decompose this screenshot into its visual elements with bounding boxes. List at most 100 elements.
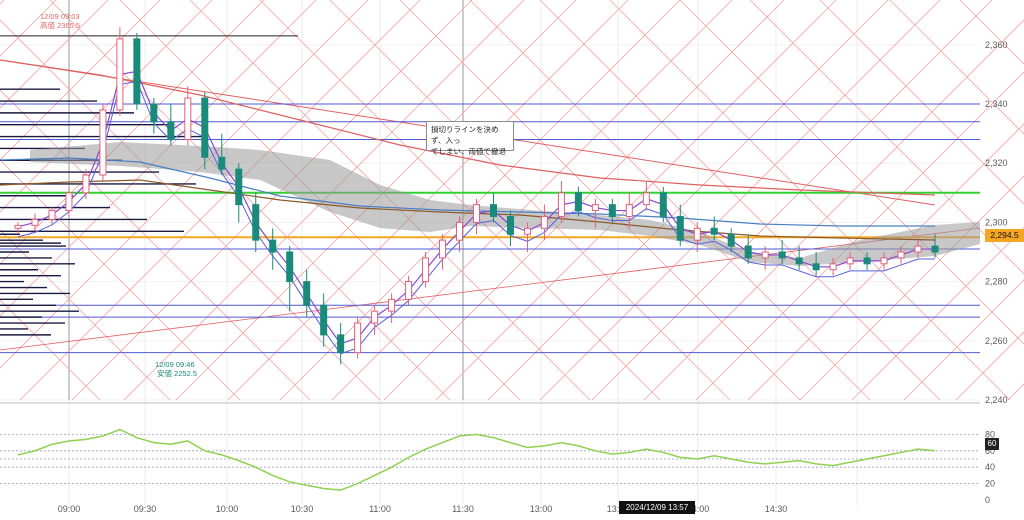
candle-body (914, 245, 922, 253)
high-time-label: 12/09 09:03 (40, 12, 80, 21)
candle-body (473, 204, 480, 223)
fan-line-up (0, 0, 109, 109)
low-time-label: 12/09 09:46 (155, 360, 195, 369)
candle-body (303, 281, 311, 306)
candle-body (795, 257, 803, 265)
time-tick-label: 14:30 (765, 504, 788, 514)
rsi-tick-label: 0 (985, 495, 990, 505)
candle-body (540, 215, 548, 229)
trade-note-line2: てしまい、両値で撤退 (431, 147, 506, 156)
candle-body (710, 227, 718, 235)
high-value-label: 高値 2365.5 (40, 20, 80, 30)
candle-body (744, 245, 752, 259)
candle-body (422, 257, 430, 283)
fan-line-up (0, 0, 265, 265)
time-tick-label: 13:00 (530, 504, 553, 514)
fan-line-down (469, 0, 871, 401)
crosshair-time-tag: 2024/12/09 13:57 (619, 501, 695, 514)
fan-line-up (383, 0, 785, 401)
fan-line-down (539, 0, 941, 401)
price-tick-label: 2,360 (985, 40, 1008, 50)
candle-body (608, 204, 616, 217)
fan-line-up (487, 0, 889, 401)
candle-body (574, 192, 582, 212)
current-price-tag: 2,294.5 (985, 229, 1024, 242)
candle-body (439, 239, 447, 259)
time-tick-label: 09:30 (134, 504, 157, 514)
candle-body (218, 156, 226, 170)
ma-trend (0, 59, 936, 196)
cloud-area (30, 142, 980, 266)
candle-body (31, 218, 39, 226)
time-tick-label: 09:00 (58, 504, 81, 514)
fan-line-up (19, 0, 421, 401)
fan-line-up (799, 175, 1024, 401)
fan-line-up (695, 71, 1024, 401)
fan-line-up (903, 279, 1024, 401)
candle-body (761, 251, 769, 259)
candle-body (846, 257, 854, 265)
fan-line-up (643, 19, 1024, 401)
price-tick-label: 2,260 (985, 336, 1008, 346)
candle-body (116, 38, 124, 111)
candle-body (676, 215, 684, 241)
time-tick-label: 11:30 (452, 504, 474, 514)
fan-line-down (0, 89, 311, 401)
rsi-tick-label: 20 (985, 479, 995, 489)
candle-body (201, 97, 209, 158)
candle-body (150, 103, 158, 123)
time-tick-label: 11:00 (369, 504, 391, 514)
fibonacci-fan-lines (0, 0, 1024, 401)
price-tick-label: 2,280 (985, 277, 1008, 287)
candle-body (99, 109, 107, 176)
candle-body (506, 215, 514, 235)
candle-body (693, 227, 701, 241)
candle-body (829, 263, 837, 271)
rsi-current-tag: 60 (985, 438, 999, 450)
fan-line-up (747, 123, 1024, 401)
ma-mid (0, 157, 935, 227)
candle-body (371, 310, 379, 324)
fan-line-up (71, 0, 473, 401)
candle-body (167, 121, 175, 141)
time-tick-label: 10:00 (216, 504, 239, 514)
price-tick-label: 2,300 (985, 217, 1008, 227)
trade-note[interactable]: 損切りラインを決めず、入っ てしまい、両値で撤退 (426, 121, 514, 156)
rsi-panel (0, 428, 980, 491)
candle-body (727, 233, 735, 247)
candle-body (931, 245, 939, 253)
fan-line-up (279, 0, 681, 401)
axes: 2,3602,3402,3202,3002,2802,2602,24080604… (58, 40, 1008, 514)
candle-body (659, 192, 667, 217)
fan-line-down (0, 159, 241, 401)
time-tick-label: 13:30 (607, 504, 630, 514)
fan-line-down (889, 0, 1024, 135)
fan-line-up (591, 0, 993, 401)
candle-body (320, 304, 328, 336)
candle-body (235, 168, 243, 206)
candle-body (184, 97, 192, 141)
candle-body (880, 257, 888, 265)
fan-line-down (749, 0, 1024, 275)
rsi-tick-label: 40 (985, 462, 995, 472)
candle-body (778, 251, 786, 259)
fan-line-up (331, 0, 733, 401)
candle-body (252, 204, 260, 241)
ichimoku-cloud (30, 142, 980, 266)
candle-body (286, 251, 294, 283)
rsi-line (17, 428, 936, 491)
fan-line-down (399, 0, 801, 401)
candle-body (337, 334, 345, 354)
fan-line-down (259, 0, 661, 401)
candlesticks (14, 27, 939, 365)
candle-body (405, 281, 413, 300)
candle-body (456, 221, 464, 241)
fan-line-up (0, 0, 317, 317)
candle-body (489, 204, 497, 217)
ma-long (0, 179, 936, 241)
candle-body (642, 192, 650, 206)
low-value-label: 安値 2252.5 (157, 368, 197, 378)
trade-note-line1: 損切りラインを決めず、入っ (431, 125, 499, 145)
candle-body (14, 224, 22, 229)
